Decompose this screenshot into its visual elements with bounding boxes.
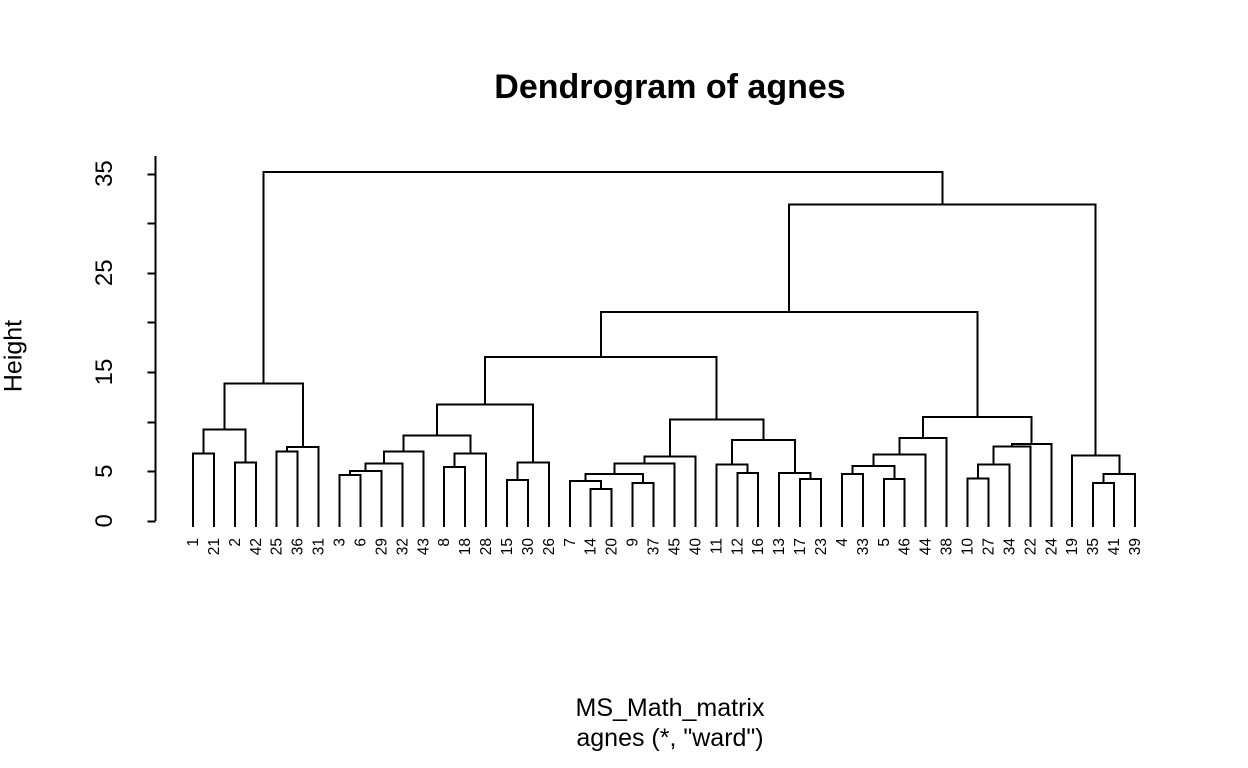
dendrogram-link-lines [192,171,1136,527]
leaf-label: 40 [687,538,704,556]
leaf-label: 25 [269,538,286,555]
leaf-label: 1 [185,538,202,547]
tick-label: 5 [91,465,118,478]
leaf-label: 29 [373,538,390,555]
tick-label: 15 [91,359,118,386]
leaf-label: 27 [980,538,997,555]
leaf-label: 36 [290,538,307,555]
tick-label: 35 [91,160,118,187]
tick-label: 25 [91,259,118,286]
leaf-label: 10 [960,538,977,556]
leaf-label: 16 [750,538,767,555]
y-tick-labels: 0 5 15 25 35 [91,160,118,527]
leaf-label: 8 [436,538,453,547]
leaf-labels: 1 21 2 42 25 36 31 3 6 29 32 43 8 18 28 15 30 26 7 14 20 9 37 4… [185,538,1144,556]
leaf-label: 39 [1127,538,1144,555]
leaf-label: 4 [834,538,851,547]
dendrogram-links [192,171,1136,527]
chart-title: Dendrogram of agnes [494,68,846,106]
leaf-label: 31 [311,538,328,555]
leaf-label: 23 [813,538,830,555]
leaf-label: 41 [1106,538,1123,555]
leaf-label: 28 [478,538,495,555]
y-axis-label: Height [0,319,28,393]
leaf-label: 33 [855,538,872,555]
leaf-label: 19 [1064,538,1081,555]
leaf-label: 38 [939,538,956,555]
leaf-label: 42 [248,538,265,555]
leaf-label: 44 [918,538,935,556]
leaf-label: 9 [625,538,642,547]
leaf-label: 46 [897,538,914,555]
y-axis-ticks [147,173,156,523]
leaf-label: 7 [562,538,579,547]
leaf-label: 2 [227,538,244,547]
leaf-label: 37 [646,538,663,555]
leaf-label: 5 [876,538,893,547]
leaf-label: 18 [457,538,474,555]
tick-label: 0 [91,514,118,527]
leaf-label: 30 [520,538,537,556]
leaf-label: 26 [541,538,558,555]
leaf-label: 17 [792,538,809,555]
leaf-label: 35 [1085,538,1102,555]
y-axis [147,156,157,523]
leaf-label: 12 [729,538,746,555]
leaf-label: 6 [352,538,369,547]
leaf-label: 14 [583,538,600,556]
leaf-label: 13 [771,538,788,555]
leaf-label: 43 [415,538,432,555]
leaf-label: 34 [1001,538,1018,556]
leaf-label: 24 [1043,538,1060,556]
leaf-label: 15 [499,538,516,555]
leaf-label: 32 [394,538,411,555]
leaf-label: 45 [666,538,683,555]
leaf-label: 21 [206,538,223,555]
leaf-label: 20 [604,538,621,556]
x-axis-label-line1: MS_Math_matrix [575,694,765,722]
leaf-label: 3 [332,538,349,547]
leaf-label: 22 [1022,538,1039,555]
leaf-label: 11 [708,538,725,554]
x-axis-label-line2: agnes (*, "ward") [576,724,764,752]
